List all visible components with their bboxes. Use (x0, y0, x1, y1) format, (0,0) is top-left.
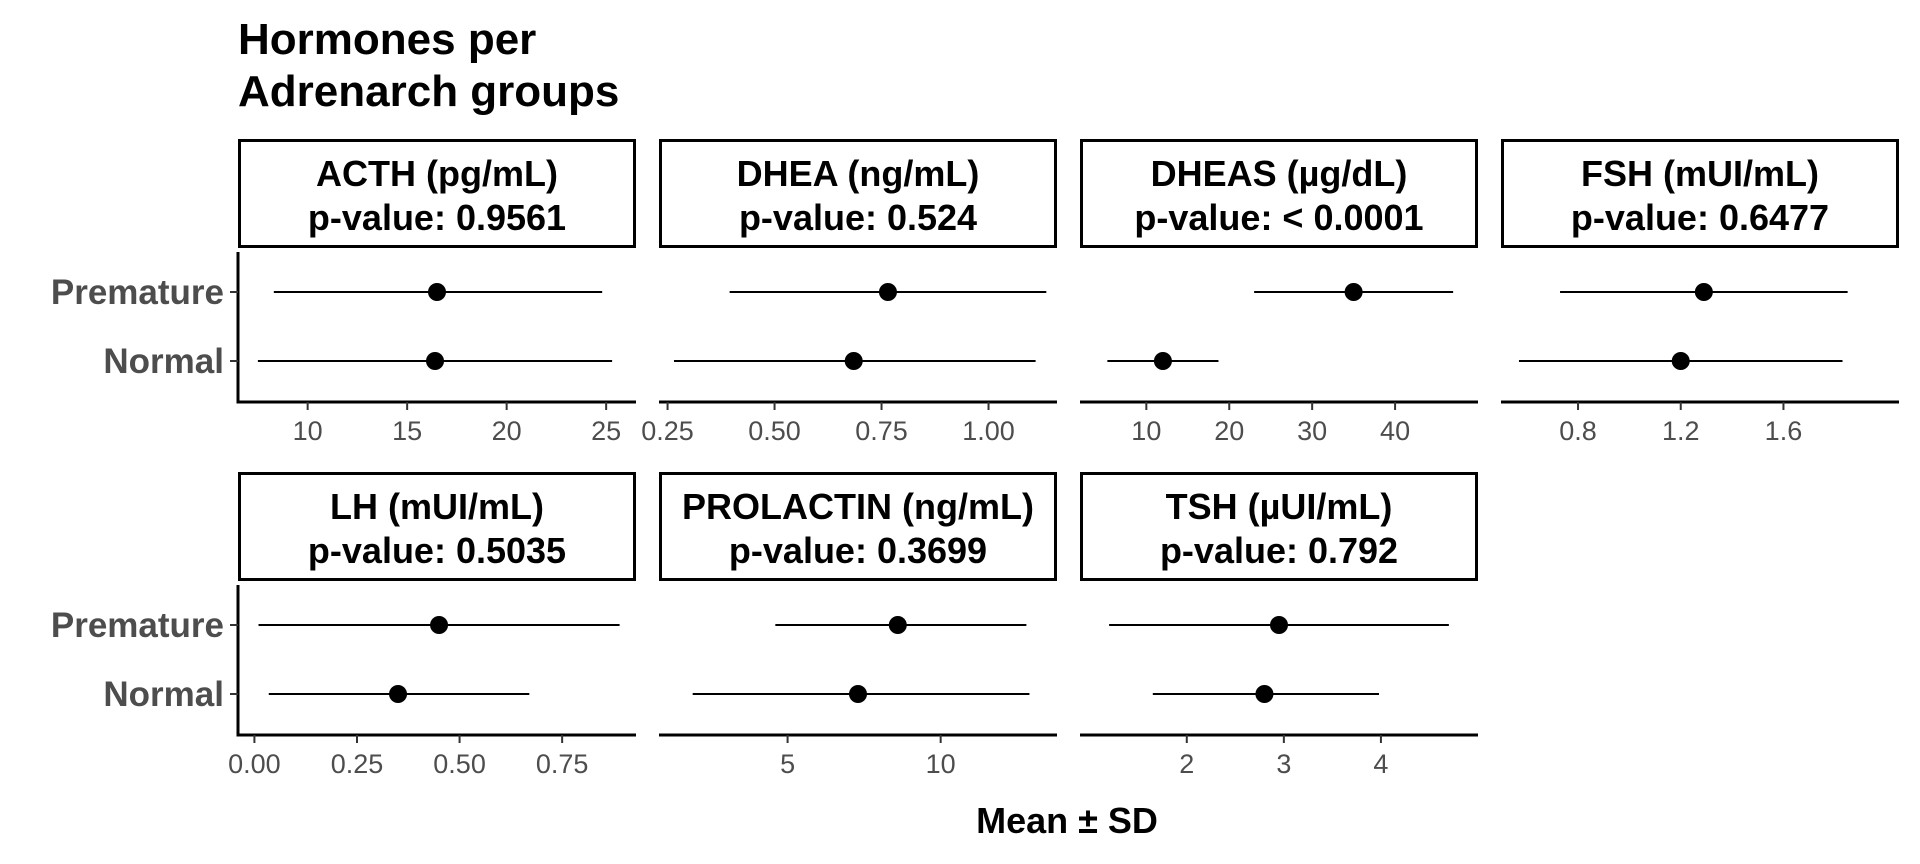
mean-point (849, 685, 867, 703)
mean-point (888, 616, 907, 634)
facet-strip (659, 472, 1057, 581)
facet-pvalue: p-value: 0.6477 (1571, 197, 1829, 238)
facet-panel: PROLACTIN (ng/mL)p-value: 0.3699 5 10 (659, 472, 1057, 779)
x-tick-label: 0.00 (228, 749, 281, 779)
facet-title: DHEA (ng/mL) (737, 153, 980, 194)
x-tick-label: 0.75 (855, 416, 908, 446)
facet-pvalue: p-value: 0.3699 (729, 530, 987, 571)
mean-point (389, 685, 408, 703)
x-tick-label: 20 (1214, 416, 1244, 446)
facet-strip (238, 472, 636, 581)
mean-point (1270, 616, 1288, 634)
facet-panel: ACTH (pg/mL)p-value: 0.9561 Premature Norm… (51, 139, 636, 446)
facet-title: TSH (µUI/mL) (1166, 486, 1393, 527)
x-tick-label: 0.25 (331, 749, 384, 779)
facet-panel: DHEA (ng/mL)p-value: 0.524 0.25 0.50 0.75 1.… (641, 139, 1057, 446)
x-tick-label: 10 (1131, 416, 1161, 446)
facet-strip (238, 139, 636, 248)
facet-title: LH (mUI/mL) (330, 486, 544, 527)
mean-point (428, 283, 446, 301)
x-tick-label: 10 (926, 749, 956, 779)
facet-title: ACTH (pg/mL) (316, 153, 558, 194)
mean-point (1255, 685, 1274, 703)
facet-title: DHEAS (µg/dL) (1151, 153, 1408, 194)
facet-strip (1501, 139, 1899, 248)
x-tick-label: 0.75 (536, 749, 589, 779)
y-tick-label: Normal (103, 675, 224, 714)
x-tick-label: 1.00 (962, 416, 1015, 446)
y-tick-label: Premature (51, 273, 224, 312)
y-tick-label: Premature (51, 606, 224, 645)
facet-panel: DHEAS (µg/dL)p-value: < 0.0001 10 20 30 40 (1080, 139, 1478, 446)
x-tick-label: 0.50 (433, 749, 486, 779)
x-tick-label: 20 (492, 416, 522, 446)
x-tick-label: 0.50 (748, 416, 801, 446)
x-tick-label: 2 (1179, 749, 1194, 779)
x-tick-label: 0.25 (641, 416, 694, 446)
facet-strip (1080, 139, 1478, 248)
x-tick-label: 4 (1373, 749, 1388, 779)
x-tick-label: 1.6 (1765, 416, 1803, 446)
facet-pvalue: p-value: < 0.0001 (1134, 197, 1423, 238)
facet-pvalue: p-value: 0.5035 (308, 530, 566, 571)
x-tick-label: 0.8 (1559, 416, 1597, 446)
chart-title-line-2: Adrenarch groups (238, 67, 619, 116)
facet-title: PROLACTIN (ng/mL) (682, 486, 1034, 527)
facet-pvalue: p-value: 0.524 (739, 197, 977, 238)
facet-panel: TSH (µUI/mL)p-value: 0.792 2 3 4 (1080, 472, 1478, 779)
mean-point (844, 352, 863, 370)
mean-point (1671, 352, 1690, 370)
x-tick-label: 25 (591, 416, 621, 446)
chart-title-line-1: Hormones per (238, 15, 536, 64)
facet-panel: FSH (mUI/mL)p-value: 0.6477 0.8 1.2 1.6 (1501, 139, 1899, 446)
facet-panels: ACTH (pg/mL)p-value: 0.9561 Premature Norm… (51, 139, 1899, 779)
x-axis-label: Mean ± SD (976, 800, 1158, 841)
mean-point (426, 352, 445, 370)
x-tick-label: 40 (1380, 416, 1410, 446)
mean-point (1694, 283, 1713, 301)
x-tick-label: 30 (1297, 416, 1327, 446)
facet-pvalue: p-value: 0.792 (1160, 530, 1398, 571)
facet-strip (1080, 472, 1478, 581)
mean-point (1344, 283, 1363, 301)
mean-point (878, 283, 897, 301)
x-tick-label: 10 (293, 416, 323, 446)
x-tick-label: 3 (1276, 749, 1291, 779)
y-tick-label: Normal (103, 342, 224, 381)
facet-title: FSH (mUI/mL) (1581, 153, 1819, 194)
facet-panel: LH (mUI/mL)p-value: 0.5035 Premature Norma… (51, 472, 636, 779)
x-tick-label: 5 (780, 749, 795, 779)
facet-strip (659, 139, 1057, 248)
x-tick-label: 15 (392, 416, 422, 446)
mean-point (1153, 352, 1172, 370)
x-tick-label: 1.2 (1662, 416, 1700, 446)
facet-pvalue: p-value: 0.9561 (308, 197, 566, 238)
mean-point (430, 616, 449, 634)
